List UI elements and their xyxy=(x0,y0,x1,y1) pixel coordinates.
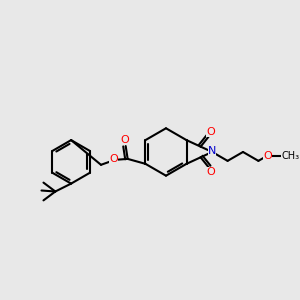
Text: O: O xyxy=(263,151,272,160)
Text: CH₃: CH₃ xyxy=(281,151,299,160)
Text: O: O xyxy=(110,154,118,164)
Text: O: O xyxy=(120,135,129,145)
Text: N: N xyxy=(208,146,216,156)
Text: O: O xyxy=(206,167,215,177)
Text: O: O xyxy=(206,127,215,137)
